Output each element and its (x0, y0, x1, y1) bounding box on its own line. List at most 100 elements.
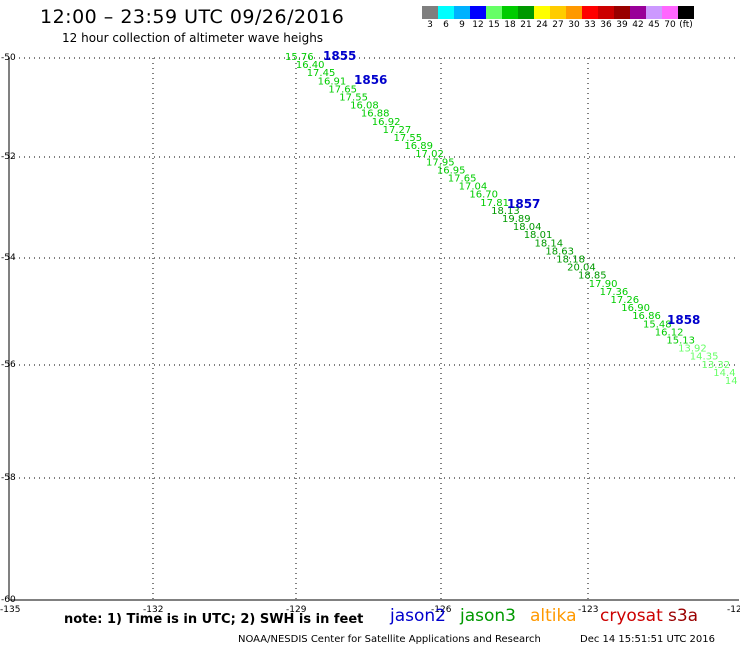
swh-value-label: 17.55 (339, 93, 368, 104)
pass-time-label: 1856 (354, 73, 387, 87)
swh-value-label: 18.04 (513, 222, 542, 233)
colorbar-label: 24 (536, 20, 548, 30)
swh-value-label: 14 (725, 376, 738, 387)
latitude-label: -56 (1, 360, 16, 370)
jason3-track: 15.7616.4017.4516.9117.6517.5516.0816.88… (285, 52, 738, 387)
colorbar-swatch (598, 6, 614, 19)
colorbar-swatch (678, 6, 694, 19)
swh-value-label: 20.04 (567, 263, 596, 274)
generation-timestamp: Dec 14 15:51:51 UTC 2016 (580, 634, 715, 645)
longitude-label: -126 (431, 605, 452, 615)
swh-value-label: 13.92 (678, 344, 707, 355)
colorbar-swatch (486, 6, 502, 19)
colorbar-swatch (630, 6, 646, 19)
colorbar-swatch (454, 6, 470, 19)
colorbar-label: 18 (504, 20, 516, 30)
swh-value-label: 17.81 (480, 198, 509, 209)
colorbar-swatch (518, 6, 534, 19)
longitude-edge-label: -12 (727, 605, 740, 615)
map-subtitle: 12 hour collection of altimeter wave hei… (62, 31, 324, 45)
longitude-label: -132 (143, 605, 163, 615)
colorbar-labels: 3 6 9 12 15 18 21 24 27 30 33 36 39 42 45 70 (ft) (422, 19, 694, 33)
legend-s3a: s3a (668, 606, 699, 626)
swh-value-label: 16.08 (350, 101, 379, 112)
swh-value-label: 16.91 (318, 76, 347, 87)
swh-value-label: 18.14 (535, 238, 564, 249)
longitude-edge-label: -135 (0, 605, 20, 615)
colorbar-swatch (422, 6, 438, 19)
swh-value-label: 19.89 (502, 214, 531, 225)
swh-value-label: 16.95 (437, 165, 466, 176)
swh-colorbar: 3 6 9 12 15 18 21 24 27 30 33 36 39 42 45 70 (ft) (422, 6, 694, 33)
swh-value-label: 17.65 (448, 174, 477, 185)
map-axis-labels: -50 -52 -54 -56 -58 -60 -132 -129 -126 -123 -135 -1… (0, 53, 740, 615)
swh-value-label: 17.27 (383, 125, 412, 136)
colorbar-label: 9 (459, 20, 465, 30)
swh-value-label: 16.70 (469, 190, 498, 201)
colorbar-label: 27 (552, 20, 564, 30)
colorbar-swatch (470, 6, 486, 19)
latitude-label: -52 (1, 152, 16, 162)
colorbar-swatch (550, 6, 566, 19)
colorbar-swatch (614, 6, 630, 19)
map-title: 12:00 – 23:59 UTC 09/26/2016 (40, 6, 345, 28)
colorbar-label: 45 (648, 20, 660, 30)
colorbar-label: 6 (443, 20, 449, 30)
swh-value-label: 18.18 (556, 255, 585, 266)
swh-value-label: 17.02 (415, 149, 444, 160)
colorbar-label: 70 (664, 20, 676, 30)
latitude-label: -50 (1, 53, 16, 63)
colorbar-label: 21 (520, 20, 532, 30)
pass-time-labels: 1855 1856 1857 1858 (323, 49, 700, 327)
swh-value-label: 17.90 (589, 279, 618, 290)
latitude-label: -54 (1, 253, 16, 263)
swh-value-label: 17.36 (600, 287, 629, 298)
swh-value-label: 18.63 (545, 246, 574, 257)
legend-cryosat: cryosat (600, 606, 663, 626)
swh-value-label: 15.13 (666, 336, 695, 347)
colorbar-label: 39 (616, 20, 628, 30)
swh-value-label: 16.86 (632, 311, 661, 322)
colorbar-label: 15 (488, 20, 500, 30)
map-graticule (9, 57, 739, 601)
pass-time-label: 1858 (667, 313, 700, 327)
colorbar-label: 36 (600, 20, 612, 30)
swh-value-label: 14.4 (713, 368, 735, 379)
units-note: note: 1) Time is in UTC; 2) SWH is in fe… (64, 612, 364, 627)
longitude-label: -129 (286, 605, 307, 615)
swh-value-label: 16.40 (296, 60, 325, 71)
latitude-label: -60 (1, 595, 16, 605)
colorbar-label: 33 (584, 20, 596, 30)
colorbar-swatches (422, 6, 694, 19)
longitude-label: -123 (578, 605, 598, 615)
colorbar-swatch (438, 6, 454, 19)
swh-value-label: 16.89 (404, 141, 433, 152)
credit-line: NOAA/NESDIS Center for Satellite Applica… (238, 634, 541, 645)
colorbar-label: 12 (472, 20, 484, 30)
legend-jason2: jason2 (390, 606, 446, 626)
swh-value-label: 15.76 (285, 52, 314, 63)
colorbar-label: 3 (427, 20, 433, 30)
legend-jason3: jason3 (460, 606, 516, 626)
colorbar-swatch (662, 6, 678, 19)
colorbar-swatch (502, 6, 518, 19)
swh-value-label: 18.13 (491, 206, 520, 217)
swh-value-label: 13.32 (702, 360, 731, 371)
swh-value-label: 16.90 (621, 303, 650, 314)
colorbar-label: 30 (568, 20, 580, 30)
swh-value-label: 17.55 (394, 133, 423, 144)
pass-time-label: 1855 (323, 49, 356, 63)
legend-altika: altika (530, 606, 577, 626)
colorbar-label: 42 (632, 20, 644, 30)
swh-value-label: 17.65 (328, 84, 357, 95)
swh-value-label: 17.45 (307, 68, 336, 79)
colorbar-swatch (646, 6, 662, 19)
swh-value-label: 17.95 (426, 157, 455, 168)
map-frame (8, 58, 739, 601)
pass-time-label: 1857 (507, 197, 540, 211)
colorbar-label: (ft) (679, 20, 693, 30)
swh-value-label: 16.12 (655, 327, 684, 338)
swh-value-label: 16.92 (372, 117, 401, 128)
latitude-label: -58 (1, 473, 16, 483)
